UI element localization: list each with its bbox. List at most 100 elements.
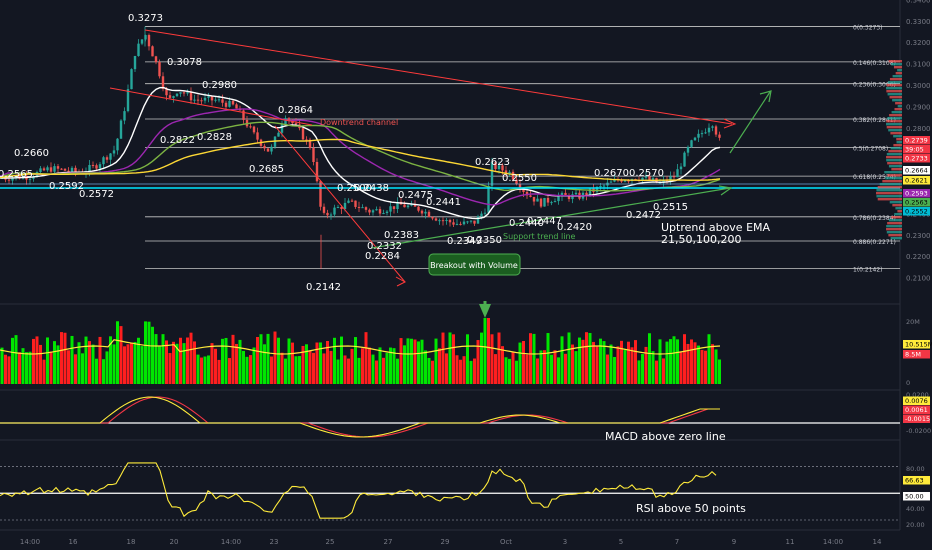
volume-bar	[350, 348, 354, 384]
volume-bar	[690, 339, 693, 384]
candle-body	[704, 132, 707, 134]
volume-bar	[329, 350, 333, 384]
volume-bar	[494, 354, 497, 384]
price-axis-badge	[903, 176, 930, 185]
candle-body	[651, 178, 655, 181]
volume-bar	[74, 354, 77, 384]
candle-body	[88, 164, 91, 172]
candle-body	[648, 176, 651, 181]
candle-body	[109, 153, 112, 160]
fib-level-label: 0.5(0.2708)	[853, 145, 888, 152]
price-annotation: 0.2565	[0, 169, 33, 180]
candle-body	[200, 100, 203, 102]
candle-body	[641, 177, 644, 181]
candle-body	[599, 185, 602, 188]
candle-body	[469, 220, 473, 222]
candle-body	[707, 127, 711, 133]
time-tick-label: 29	[441, 538, 450, 546]
volume-bar	[203, 356, 207, 384]
volume-profile-bar	[884, 171, 902, 174]
volume-bar	[249, 355, 252, 384]
volume-profile-bar	[886, 84, 902, 87]
candle-body	[508, 171, 511, 174]
volume-bar	[161, 334, 165, 384]
candle-body	[511, 171, 515, 180]
candle-body	[448, 219, 452, 223]
volume-profile-bar	[896, 141, 902, 144]
price-annotation: 0.2350	[467, 235, 502, 246]
price-annotation: 0.2864	[278, 105, 313, 116]
candle-body	[420, 210, 424, 214]
volume-profile-bar	[891, 111, 902, 114]
fib-level-label: 1(0.2142)	[853, 267, 883, 274]
candle-body	[203, 97, 207, 101]
volume-axis-badge	[903, 350, 930, 359]
price-tick-label: 0.2200	[906, 253, 931, 261]
volume-bar	[298, 356, 301, 384]
volume-bar	[473, 358, 476, 384]
candle-body	[312, 147, 315, 163]
candle-body	[333, 207, 336, 215]
volume-bar	[448, 332, 452, 384]
candle-body	[693, 137, 697, 141]
candle-body	[662, 179, 665, 183]
volume-bar	[455, 355, 459, 384]
volume-bar	[280, 352, 284, 384]
macd-tick-label: 0.0200	[906, 391, 929, 399]
volume-bar	[284, 358, 287, 384]
volume-bar	[385, 352, 389, 384]
volume-bar	[711, 344, 714, 384]
volume-bar	[343, 355, 347, 384]
candle-body	[672, 176, 676, 178]
candle-body	[182, 92, 186, 94]
volume-bar	[210, 343, 214, 384]
volume-bar	[459, 359, 462, 384]
candle-body	[539, 198, 543, 207]
candle-body	[564, 192, 567, 196]
volume-profile-bar	[894, 108, 902, 111]
price-annotation: 0.2570	[629, 168, 664, 179]
volume-profile-bar	[886, 87, 902, 90]
candle-body	[574, 192, 578, 195]
volume-bar	[578, 337, 581, 384]
candle-body	[627, 180, 630, 182]
price-tick-label: 0.3000	[906, 82, 931, 90]
rsi-tick-label: 80.00	[906, 465, 925, 473]
volume-bar	[399, 338, 403, 384]
volume-bar	[438, 348, 441, 384]
volume-bar	[25, 352, 28, 384]
volume-bar	[655, 360, 658, 384]
volume-bar	[665, 341, 669, 384]
price-annotation: 0.2472	[626, 210, 661, 221]
volume-bar	[441, 332, 445, 384]
volume-bar	[525, 354, 529, 384]
volume-bar	[214, 348, 217, 384]
candle-body	[690, 140, 693, 147]
volume-bar	[151, 326, 154, 384]
volume-bar	[588, 333, 592, 384]
fib-level-label: 0.382(0.2841)	[853, 117, 896, 124]
volume-profile-bar	[886, 225, 902, 228]
fib-level-label: 0.786(0.2384)	[853, 215, 896, 222]
candle-body	[256, 132, 259, 140]
candle-body	[455, 223, 459, 225]
candle-body	[105, 157, 109, 160]
volume-bar	[238, 339, 242, 384]
breakout-callout-box	[428, 253, 521, 276]
volume-bar	[84, 336, 88, 384]
candle-body	[46, 167, 49, 171]
volume-bar	[273, 331, 277, 384]
candle-body	[371, 210, 375, 213]
candle-body	[196, 99, 200, 101]
volume-bar	[7, 356, 11, 384]
volume-bar	[147, 321, 151, 384]
volume-bar	[53, 341, 56, 384]
volume-profile-bar	[890, 147, 902, 150]
volume-bar	[277, 337, 280, 384]
price-axis-badge	[903, 154, 930, 163]
volume-bar	[718, 359, 721, 384]
candle-body	[550, 202, 553, 204]
price-axis-badge-label: 39:05	[905, 146, 924, 154]
